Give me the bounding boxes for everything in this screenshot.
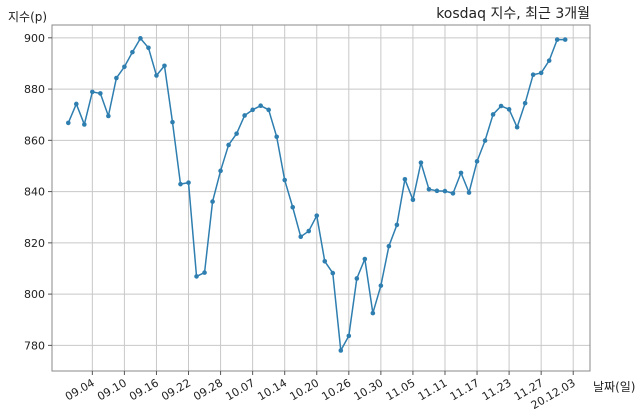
data-point — [98, 91, 103, 96]
x-tick-label: 09.04 — [63, 376, 97, 403]
data-point — [354, 276, 360, 281]
data-point — [298, 234, 304, 240]
data-point — [562, 37, 568, 42]
grid — [52, 25, 590, 371]
x-tick-label: 11.17 — [448, 376, 482, 403]
data-point — [306, 228, 312, 234]
y-tick-label: 840 — [24, 186, 45, 199]
data-point — [450, 191, 456, 196]
x-tick-label: 09.22 — [159, 376, 193, 403]
data-point — [482, 138, 488, 143]
data-point — [162, 63, 167, 69]
data-point — [114, 75, 119, 81]
data-point — [90, 89, 95, 95]
data-point — [186, 180, 191, 185]
data-point — [218, 168, 223, 174]
data-point — [250, 107, 255, 113]
data-point — [498, 103, 504, 109]
y-axis-label: 지수(p) — [8, 10, 47, 24]
data-point — [410, 197, 416, 203]
x-axis: 09.0409.1009.1609.2209.2810.0710.1410.20… — [63, 371, 578, 412]
data-point — [402, 176, 408, 182]
y-tick-label: 820 — [24, 237, 45, 250]
y-tick-label: 860 — [24, 134, 45, 147]
data-point — [274, 134, 279, 140]
data-point — [322, 259, 328, 264]
x-tick-label: 11.11 — [416, 376, 450, 403]
data-point — [242, 113, 247, 118]
y-tick-label: 880 — [24, 83, 45, 96]
data-point — [530, 72, 536, 78]
x-tick-label: 09.16 — [127, 376, 161, 403]
y-tick-label: 780 — [24, 339, 45, 352]
x-tick-label: 09.10 — [95, 376, 129, 403]
data-point — [330, 270, 336, 276]
data-point — [490, 112, 496, 117]
data-point — [66, 120, 71, 126]
x-tick-label: 11.05 — [384, 376, 418, 403]
series-kosdaq — [66, 36, 568, 353]
data-point — [394, 222, 400, 228]
data-point — [514, 124, 520, 130]
data-point — [474, 159, 480, 164]
data-point — [266, 107, 271, 113]
data-point — [546, 58, 552, 63]
data-point — [370, 310, 376, 316]
data-point — [466, 190, 472, 195]
data-point — [338, 348, 344, 353]
data-point — [258, 103, 263, 109]
data-point — [346, 333, 352, 339]
chart-title: kosdaq 지수, 최근 3개월 — [436, 6, 590, 22]
data-point — [426, 186, 432, 192]
data-point — [138, 36, 143, 41]
x-tick-label: 11.23 — [480, 376, 514, 403]
x-tick-label: 10.07 — [223, 376, 257, 403]
data-point — [386, 243, 392, 249]
data-point — [282, 177, 287, 183]
data-point — [154, 73, 159, 78]
data-point — [194, 274, 199, 279]
data-point — [378, 283, 384, 288]
x-tick-label: 10.26 — [320, 376, 354, 403]
data-point — [122, 64, 127, 70]
data-point — [170, 119, 175, 125]
data-point — [82, 122, 87, 127]
data-point — [458, 170, 464, 176]
y-tick-label: 800 — [24, 288, 45, 301]
data-point — [146, 45, 151, 51]
data-point — [554, 37, 560, 42]
data-point — [522, 100, 528, 106]
data-point — [434, 188, 440, 194]
y-tick-label: 900 — [24, 32, 45, 45]
data-point — [210, 199, 215, 204]
data-point — [538, 70, 544, 76]
x-tick-label: 10.30 — [352, 376, 386, 403]
data-point — [202, 270, 207, 275]
data-point — [362, 256, 368, 262]
data-point — [74, 101, 79, 107]
data-point — [226, 142, 231, 148]
x-tick-label: 10.20 — [287, 376, 321, 403]
data-point — [442, 188, 448, 194]
data-point — [234, 131, 239, 136]
data-point — [314, 213, 320, 218]
x-axis-label: 날짜(일) — [593, 380, 635, 394]
y-axis: 780 800 820 840 860 880 900 — [24, 32, 52, 352]
x-tick-label: 10.14 — [255, 376, 289, 403]
plot-frame — [51, 24, 591, 372]
x-tick-label: 09.28 — [191, 376, 225, 403]
data-point — [106, 113, 111, 119]
data-point — [290, 204, 296, 210]
data-point — [130, 49, 135, 55]
data-point — [506, 107, 512, 112]
data-point — [178, 181, 183, 187]
data-point — [418, 160, 424, 165]
